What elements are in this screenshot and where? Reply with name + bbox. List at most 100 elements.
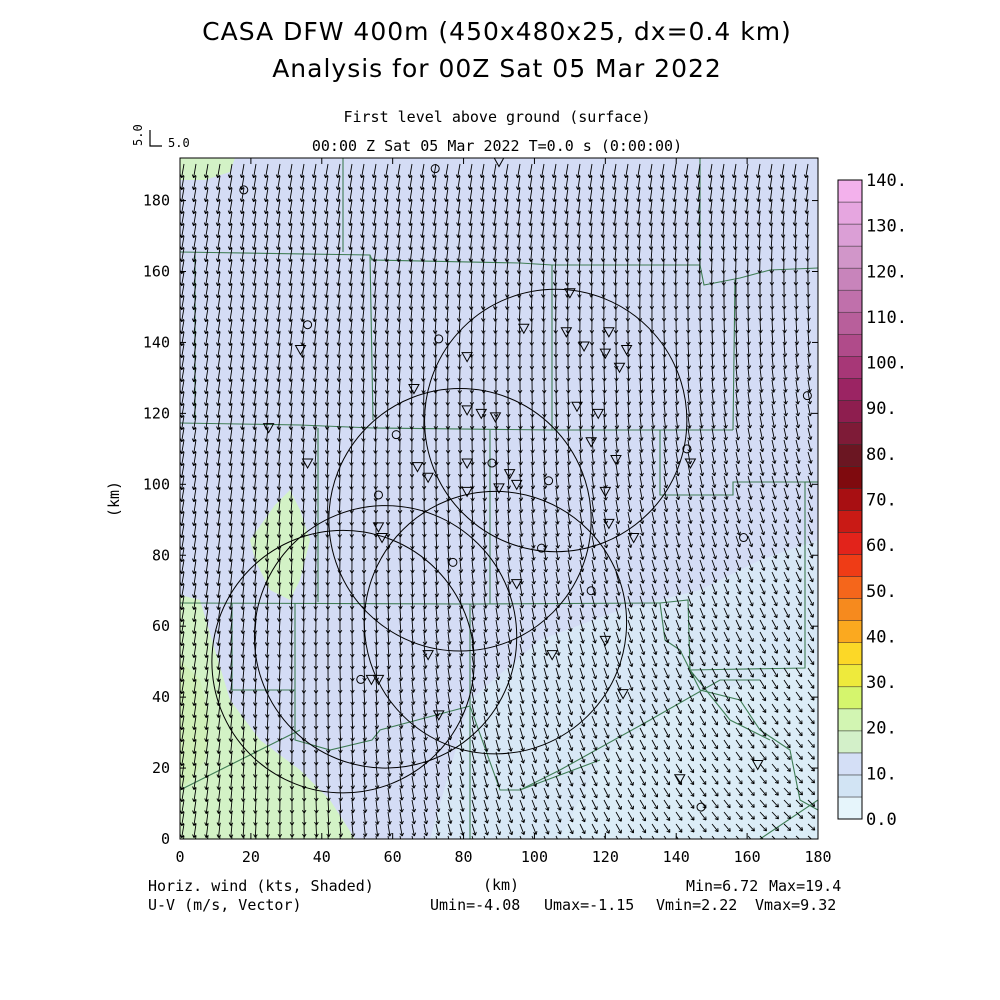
colorbar-swatch (837, 774, 863, 798)
station-circle-marker (434, 334, 444, 344)
colorbar-swatch (837, 356, 863, 379)
y-tick-label: 120 (143, 404, 170, 422)
colorbar-swatch (837, 532, 863, 555)
colorbar: 0.0 10. 20. 30. 40. 50. 60. 70. 80. 90. 100. 110. 12… (837, 171, 907, 830)
colorbar-swatch (837, 333, 863, 357)
radar-range-rings (211, 288, 688, 794)
colorbar-swatch (837, 311, 863, 335)
station-triangle-marker (592, 408, 605, 420)
station-triangle-marker (461, 405, 473, 416)
station-triangle-marker (599, 635, 612, 647)
station-triangle-marker (461, 486, 473, 498)
station-triangle-marker (461, 458, 473, 470)
station-triangle-marker (408, 384, 420, 395)
station-circle-marker (448, 557, 458, 567)
colorbar-swatch (837, 642, 863, 666)
colorbar-swatch (837, 223, 863, 247)
colorbar-swatch (837, 796, 863, 820)
station-triangle-marker (365, 674, 378, 686)
station-triangle-marker (262, 423, 275, 434)
colorbar-label: 100. (866, 354, 907, 374)
colorbar-label: 0.0 (866, 810, 897, 830)
radar-range-ring (211, 529, 475, 794)
time-subtitle: 00:00 Z Sat 05 Mar 2022 T=0.0 s (0:00:00… (312, 137, 682, 155)
station-triangle-marker (684, 458, 697, 470)
station-triangle-marker (493, 158, 505, 168)
stat-min: Min=6.72 (686, 877, 758, 895)
station-circle-marker (373, 490, 383, 500)
station-circle-marker (696, 802, 706, 812)
colorbar-swatch (837, 267, 863, 291)
colorbar-label: 120. (866, 262, 907, 282)
y-tick-label: 40 (152, 688, 170, 706)
colorbar-swatch (837, 510, 863, 533)
x-tick-label: 0 (175, 848, 184, 866)
station-circle-marker (239, 185, 249, 195)
colorbar-swatch (837, 554, 863, 577)
station-triangle-marker (489, 412, 502, 423)
y-axis-label: (km) (105, 481, 123, 517)
station-circle-marker (544, 476, 554, 486)
colorbar-swatch (837, 289, 863, 313)
colorbar-label: 10. (866, 764, 897, 784)
y-tick-label: 0 (161, 830, 170, 848)
station-triangle-marker (517, 323, 530, 335)
x-axis-label: (km) (483, 876, 519, 894)
colorbar-frame (837, 179, 863, 820)
station-circle-marker (537, 543, 547, 553)
wind-vectors (180, 163, 816, 839)
station-triangle-marker (610, 454, 622, 466)
colorbar-label: 110. (866, 308, 907, 328)
y-axis: 0 20 40 60 80 100 120 140 160 180 (143, 192, 818, 848)
station-triangle-marker (603, 327, 615, 338)
station-triangle-marker (422, 472, 434, 484)
station-circle-marker (586, 586, 596, 596)
colorbar-swatch (837, 444, 863, 467)
x-tick-label: 60 (384, 848, 402, 866)
colorbar-swatch (837, 708, 863, 732)
station-triangle-marker (673, 774, 686, 785)
colorbar-swatch (837, 664, 863, 688)
station-triangle-marker (599, 486, 612, 498)
station-triangle-marker (564, 288, 576, 299)
station-triangle-marker (617, 689, 629, 700)
title-line-2: Analysis for 00Z Sat 05 Mar 2022 (272, 54, 722, 83)
stat-vmin: Vmin=2.22 (656, 896, 737, 914)
station-circle-marker (739, 533, 749, 543)
station-triangle-marker (294, 345, 307, 356)
station-triangle-marker (372, 522, 385, 533)
station-triangle-marker (546, 650, 559, 661)
colorbar-label: 80. (866, 445, 897, 465)
station-circle-marker (391, 430, 401, 440)
colorbar-swatch (837, 730, 863, 754)
colorbar-label: 90. (866, 399, 897, 419)
radar-range-ring (424, 288, 688, 553)
y-tick-label: 80 (152, 546, 170, 564)
x-tick-label: 160 (734, 848, 761, 866)
colorbar-swatch (837, 422, 863, 445)
stat-umax: Umax=-1.15 (544, 896, 634, 914)
title-line-1: CASA DFW 400m (450x480x25, dx=0.4 km) (202, 17, 792, 46)
radar-range-ring (328, 388, 592, 652)
reference-vector-value: 5.0 (131, 124, 145, 146)
x-tick-label: 100 (521, 848, 548, 866)
station-triangle-marker (510, 579, 523, 590)
stat-max: Max=19.4 (769, 877, 841, 895)
station-triangle-marker (603, 518, 615, 530)
station-triangle-marker (422, 650, 434, 661)
station-markers (239, 158, 812, 812)
station-triangle-marker (475, 408, 488, 420)
station-triangle-marker (613, 362, 626, 374)
x-tick-label: 80 (455, 848, 473, 866)
colorbar-swatch (837, 686, 863, 710)
station-triangle-marker (503, 469, 516, 480)
station-triangle-marker (411, 462, 424, 473)
colorbar-swatch (837, 466, 863, 489)
colorbar-swatch (837, 378, 863, 401)
x-tick-label: 20 (242, 848, 260, 866)
colorbar-label: 140. (866, 171, 907, 191)
reference-vector-label: 5.0 (168, 136, 190, 150)
station-circle-marker (487, 458, 497, 468)
x-tick-label: 40 (313, 848, 331, 866)
